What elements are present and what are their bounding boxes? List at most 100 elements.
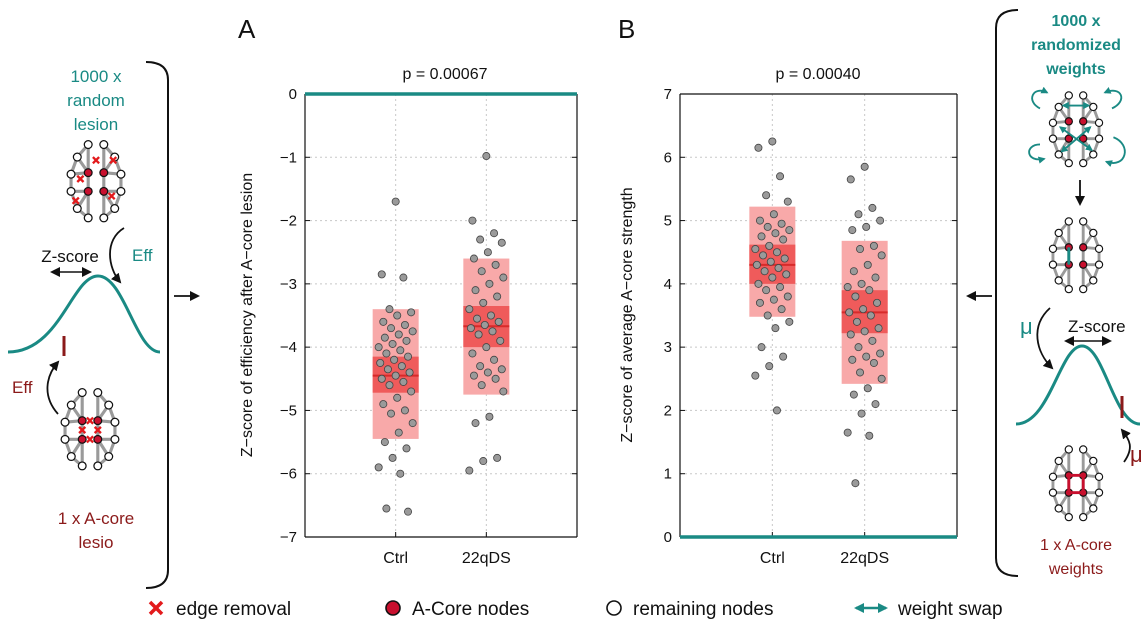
data-point: [494, 317, 503, 326]
data-point: [391, 371, 400, 380]
data-point: [868, 203, 877, 212]
data-point: [493, 292, 502, 301]
panel-b: B p = 0.00040 Z−score of average A−core …: [618, 14, 958, 567]
data-point: [408, 419, 417, 428]
data-point: [402, 336, 411, 345]
data-point: [387, 409, 396, 418]
data-point: [769, 210, 778, 219]
data-point: [876, 216, 885, 225]
brain-graph-random-lesion-icon: [65, 139, 127, 224]
data-point: [851, 479, 860, 488]
data-point: [388, 453, 397, 462]
data-point: [397, 362, 406, 371]
data-point: [865, 286, 874, 295]
data-point: [751, 371, 760, 380]
left-top-label-line1: 1000 x: [70, 67, 122, 86]
data-point: [408, 327, 417, 336]
data-point: [868, 336, 877, 345]
data-point: [763, 311, 772, 320]
data-point: [465, 466, 474, 475]
panel-b-points: [751, 137, 886, 488]
data-point: [374, 463, 383, 472]
data-point: [873, 298, 882, 307]
x-tick-label-ctrl: Ctrl: [383, 550, 408, 567]
data-point: [490, 229, 499, 238]
panel-a: A p = 0.00067 Z−score of efficiency afte…: [238, 14, 578, 567]
data-point: [493, 453, 502, 462]
data-point: [757, 232, 766, 241]
data-point: [843, 283, 852, 292]
data-point: [762, 286, 771, 295]
data-point: [469, 254, 478, 263]
data-point: [876, 349, 885, 358]
panel-b-grid: [680, 93, 957, 538]
data-point: [874, 324, 883, 333]
data-point: [869, 358, 878, 367]
data-point: [377, 270, 386, 279]
left-eff-right-label: Eff: [132, 246, 153, 265]
data-point: [779, 235, 788, 244]
data-point: [759, 251, 768, 260]
data-point: [482, 152, 491, 161]
y-tick-label: −6: [280, 466, 297, 483]
data-point: [776, 172, 785, 181]
data-point: [399, 377, 408, 386]
data-point: [485, 412, 494, 421]
data-point: [871, 273, 880, 282]
data-point: [469, 371, 478, 380]
data-point: [380, 333, 389, 342]
left-bottom-label-line1: 1 x A-core: [58, 509, 135, 528]
data-point: [499, 387, 508, 396]
panel-a-pvalue: p = 0.00067: [403, 66, 488, 83]
data-point: [377, 374, 386, 383]
data-point: [480, 320, 489, 329]
data-point: [393, 393, 402, 402]
right-up-arrow-icon: [1120, 428, 1131, 463]
data-point: [863, 260, 872, 269]
data-point: [399, 273, 408, 282]
data-point: [497, 238, 506, 247]
data-point: [854, 210, 863, 219]
data-point: [849, 390, 858, 399]
panel-b-letter: B: [618, 14, 635, 44]
brain-graph-acore-weights-icon: [1047, 444, 1105, 523]
legend: edge removal A-Core nodes remaining node…: [148, 599, 1003, 620]
data-point: [860, 327, 869, 336]
data-point: [859, 305, 868, 314]
data-point: [869, 241, 878, 250]
data-point: [783, 197, 792, 206]
data-point: [374, 343, 383, 352]
right-schematic: 1000 x randomized weights μ Z-score: [966, 9, 1143, 578]
y-tick-label: 6: [664, 149, 672, 166]
data-point: [486, 311, 495, 320]
data-point: [474, 330, 483, 339]
data-point: [755, 216, 764, 225]
data-point: [772, 248, 781, 257]
y-tick-label: −2: [280, 213, 297, 230]
data-point: [866, 311, 875, 320]
data-point: [854, 343, 863, 352]
data-point: [845, 308, 854, 317]
data-point: [763, 222, 772, 231]
legend-label-acore-nodes: A-Core nodes: [412, 599, 529, 620]
data-point: [856, 368, 865, 377]
data-point: [407, 308, 416, 317]
data-point: [783, 292, 792, 301]
data-point: [497, 365, 506, 374]
y-tick-label: −1: [280, 149, 297, 166]
right-gaussian-curve: [1015, 344, 1141, 426]
y-tick-label: −3: [280, 276, 297, 293]
data-point: [766, 257, 775, 266]
data-point: [846, 330, 855, 339]
data-point: [757, 343, 766, 352]
data-point: [385, 381, 394, 390]
legend-label-edge-removal: edge removal: [176, 599, 291, 620]
data-point: [473, 314, 482, 323]
panel-a-letter: A: [238, 14, 256, 44]
data-point: [376, 358, 385, 367]
data-point: [496, 336, 505, 345]
data-point: [871, 400, 880, 409]
red-node-icon: [385, 600, 401, 616]
data-point: [857, 409, 866, 418]
data-point: [396, 346, 405, 355]
